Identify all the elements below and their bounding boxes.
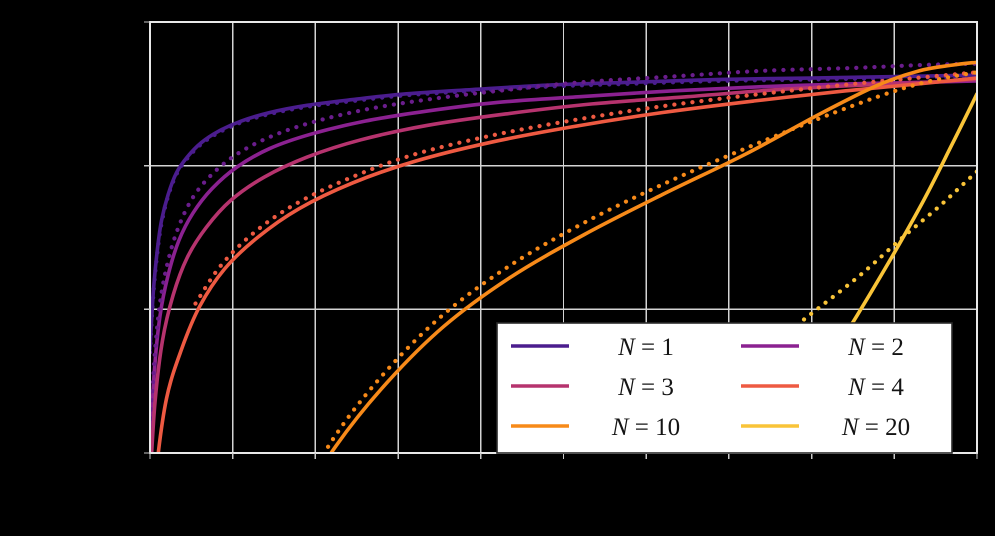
legend-label: N = 20: [841, 414, 910, 441]
legend-item-n4[interactable]: N = 4: [741, 374, 904, 401]
series-line-n2-dotted: [150, 61, 977, 448]
legend[interactable]: N = 1 N = 2 N = 3 N = 4 N = 10 N = 20: [496, 322, 953, 454]
y-axis-ticks: [144, 21, 150, 454]
legend-item-n3[interactable]: N = 3: [511, 374, 674, 401]
legend-label: N = 4: [847, 374, 904, 401]
series-line-n4: [156, 76, 977, 453]
legend-label: N = 3: [617, 374, 674, 401]
legend-label: N = 10: [611, 414, 680, 441]
legend-label: N = 1: [617, 334, 674, 361]
series-line-n3: [150, 77, 977, 453]
series-line-n1-dotted: [150, 74, 977, 355]
legend-item-n20[interactable]: N = 20: [741, 414, 910, 441]
legend-item-n2[interactable]: N = 2: [741, 334, 904, 361]
x-axis-ticks: [149, 453, 978, 459]
series-line-n20-dotted: [648, 169, 977, 453]
legend-item-n10[interactable]: N = 10: [511, 414, 680, 441]
legend-label: N = 2: [847, 334, 904, 361]
legend-item-n1[interactable]: N = 1: [511, 334, 674, 361]
series-line-n2: [150, 79, 977, 453]
legend-background: [496, 322, 953, 454]
series-line-n4-dotted: [193, 70, 977, 306]
series-line-n10: [328, 60, 977, 453]
